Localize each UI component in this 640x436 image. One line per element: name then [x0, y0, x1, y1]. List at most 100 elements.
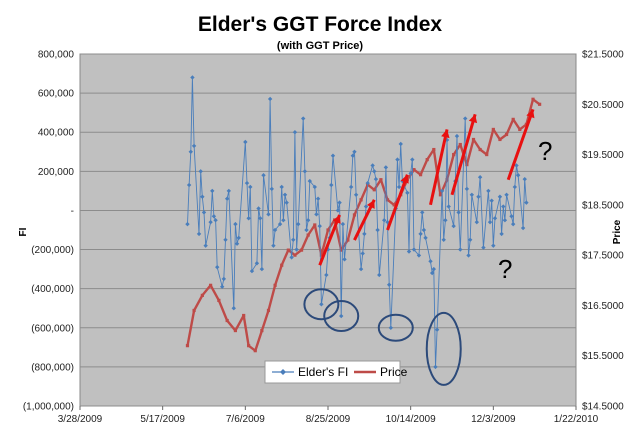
fi-point — [211, 214, 217, 219]
price-point — [253, 349, 257, 353]
question-mark-annotation: ? — [498, 254, 512, 284]
fi-point — [421, 227, 427, 233]
price-point — [392, 203, 396, 207]
fi-point — [443, 218, 448, 223]
price-point — [306, 233, 310, 237]
legend-price-label: Price — [380, 365, 408, 379]
fi-point — [282, 192, 288, 197]
fi-point — [429, 270, 435, 276]
fi-point — [520, 225, 526, 231]
trend-arrow-shaft — [450, 113, 477, 196]
price-point — [385, 198, 390, 202]
left-tick-label: 200,000 — [38, 167, 75, 178]
left-tick-label: 400,000 — [38, 128, 75, 139]
fi-point — [279, 184, 284, 190]
fi-point — [464, 186, 470, 192]
fi-point — [319, 302, 324, 307]
fi-point — [405, 190, 410, 196]
price-point — [471, 137, 476, 142]
right-tick-label: $17.5000 — [582, 251, 624, 262]
trend-arrow-shaft — [386, 174, 409, 231]
fi-point — [441, 237, 446, 242]
fi-point — [267, 96, 273, 102]
price-point — [266, 308, 271, 313]
fi-point — [296, 221, 301, 227]
fi-point — [233, 221, 238, 227]
fi-point — [315, 196, 321, 201]
price-point — [491, 127, 495, 132]
fi-point — [329, 182, 334, 188]
low-point-ellipse — [303, 288, 340, 321]
fi-point — [386, 282, 392, 287]
low-point-ellipse — [377, 313, 414, 342]
chart-subtitle: (with GGT Price) — [277, 40, 364, 52]
fi-point — [446, 204, 451, 209]
fi-point — [266, 212, 271, 217]
price-point — [280, 263, 284, 267]
fi-point — [431, 266, 437, 272]
fi-point — [439, 188, 445, 194]
fi-point — [289, 255, 294, 260]
price-point — [498, 137, 502, 142]
fi-point — [339, 313, 344, 319]
fi-point — [335, 208, 341, 213]
fi-point — [396, 184, 402, 190]
fi-point — [271, 243, 276, 248]
fi-point — [256, 206, 261, 211]
x-axis-ticks: 3/28/2009 5/17/2009 7/6/2009 8/25/2009 10/14… — [58, 406, 599, 425]
fi-point — [423, 235, 428, 241]
fi-point — [406, 249, 412, 254]
fi-point — [191, 143, 197, 149]
fi-point — [477, 175, 483, 180]
fi-point — [248, 184, 253, 190]
question-mark-annotation: ? — [538, 136, 552, 166]
trend-arrow-shaft — [318, 214, 341, 266]
left-tick-label: (400,000) — [31, 284, 74, 295]
price-point — [217, 298, 221, 302]
price-point — [233, 328, 238, 333]
fi-point — [476, 194, 481, 199]
fi-point — [510, 221, 516, 227]
fi-point — [489, 198, 494, 203]
fi-point — [223, 237, 228, 242]
fi-point — [234, 241, 240, 246]
fi-point — [305, 218, 311, 223]
right-axis-title: Price — [612, 219, 623, 244]
fi-point — [210, 188, 215, 194]
price-point — [518, 127, 522, 132]
price-point — [200, 293, 204, 297]
fi-point — [497, 194, 503, 199]
x-tick-label: 7/6/2009 — [226, 414, 265, 425]
fi-point — [388, 325, 394, 330]
fi-point — [294, 247, 299, 252]
price-point — [273, 283, 277, 287]
fi-point — [314, 212, 319, 217]
fi-point — [352, 149, 357, 154]
right-tick-label: $14.5000 — [582, 402, 624, 413]
fi-point — [512, 184, 518, 190]
price-point — [319, 253, 323, 257]
low-point-ellipse — [425, 311, 462, 386]
fi-point — [226, 188, 231, 194]
fi-point — [375, 227, 380, 233]
fi-point — [200, 194, 205, 199]
fi-point — [269, 186, 274, 192]
price-point — [260, 328, 264, 333]
fi-point — [307, 178, 313, 184]
price-point — [326, 228, 330, 232]
fi-point — [410, 157, 415, 162]
legend-box — [264, 360, 401, 384]
fi-point — [522, 176, 527, 182]
right-tick-label: $20.5000 — [582, 100, 624, 111]
price-point — [339, 248, 343, 252]
fi-point — [196, 231, 202, 237]
fi-point — [474, 219, 479, 225]
fi-point — [353, 192, 359, 197]
fi-point — [330, 153, 336, 158]
fi-point — [365, 180, 370, 186]
fi-point — [466, 253, 471, 258]
fi-point — [363, 204, 369, 209]
price-point — [286, 248, 290, 252]
fi-point — [258, 216, 263, 221]
fi-point — [411, 247, 417, 252]
